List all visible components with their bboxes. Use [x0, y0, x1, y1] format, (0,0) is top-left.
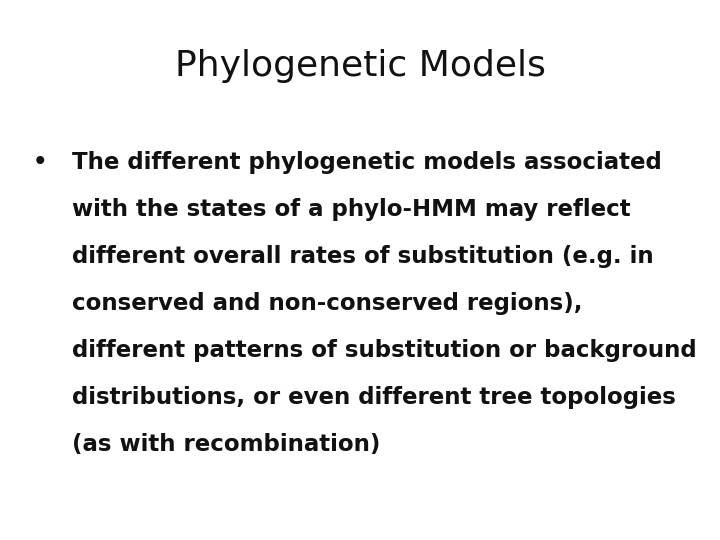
Text: Phylogenetic Models: Phylogenetic Models	[174, 49, 546, 83]
Text: The different phylogenetic models associated: The different phylogenetic models associ…	[72, 151, 662, 174]
Text: distributions, or even different tree topologies: distributions, or even different tree to…	[72, 386, 676, 409]
Text: conserved and non-conserved regions),: conserved and non-conserved regions),	[72, 292, 582, 315]
Text: different patterns of substitution or background: different patterns of substitution or ba…	[72, 339, 697, 362]
Text: with the states of a phylo-HMM may reflect: with the states of a phylo-HMM may refle…	[72, 198, 631, 221]
Text: •: •	[32, 151, 47, 174]
Text: different overall rates of substitution (e.g. in: different overall rates of substitution …	[72, 245, 654, 268]
Text: (as with recombination): (as with recombination)	[72, 433, 380, 456]
